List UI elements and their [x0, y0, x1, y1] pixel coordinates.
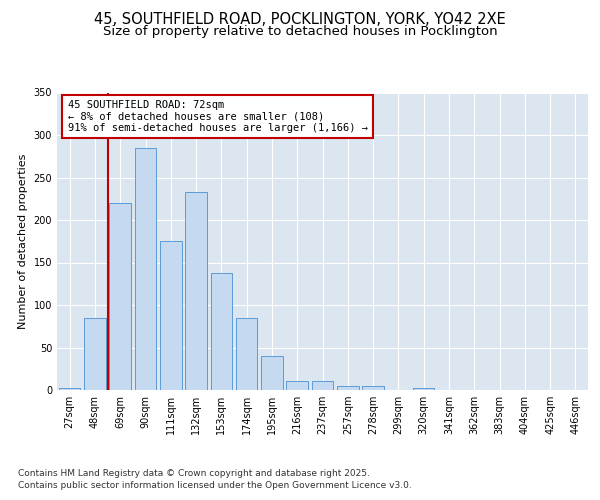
Text: Size of property relative to detached houses in Pocklington: Size of property relative to detached ho… — [103, 25, 497, 38]
Bar — [135, 148, 156, 390]
Bar — [84, 318, 106, 390]
Bar — [261, 356, 283, 390]
Bar — [337, 386, 359, 390]
Bar — [109, 203, 131, 390]
Bar — [160, 242, 182, 390]
Text: 45 SOUTHFIELD ROAD: 72sqm
← 8% of detached houses are smaller (108)
91% of semi-: 45 SOUTHFIELD ROAD: 72sqm ← 8% of detach… — [68, 100, 368, 133]
Y-axis label: Number of detached properties: Number of detached properties — [18, 154, 28, 329]
Bar — [236, 318, 257, 390]
Bar — [211, 272, 232, 390]
Bar — [312, 380, 333, 390]
Bar — [59, 388, 80, 390]
Bar — [362, 386, 384, 390]
Text: 45, SOUTHFIELD ROAD, POCKLINGTON, YORK, YO42 2XE: 45, SOUTHFIELD ROAD, POCKLINGTON, YORK, … — [94, 12, 506, 28]
Bar — [413, 388, 434, 390]
Bar — [185, 192, 207, 390]
Text: Contains public sector information licensed under the Open Government Licence v3: Contains public sector information licen… — [18, 481, 412, 490]
Bar — [286, 380, 308, 390]
Text: Contains HM Land Registry data © Crown copyright and database right 2025.: Contains HM Land Registry data © Crown c… — [18, 468, 370, 477]
